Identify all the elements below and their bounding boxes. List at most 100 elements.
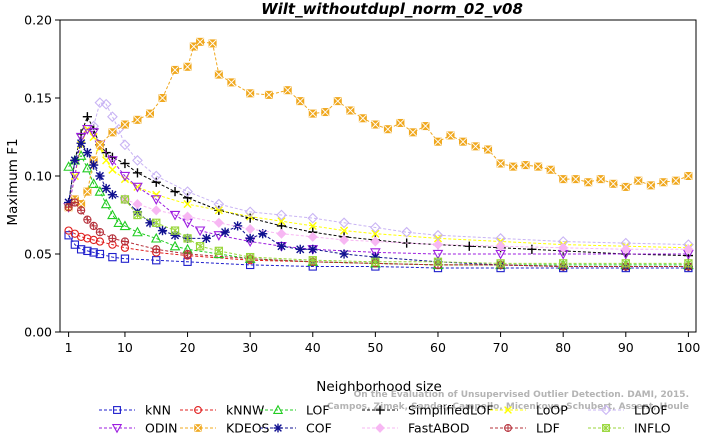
data-point [283, 86, 292, 95]
data-point [213, 217, 224, 228]
y-tick-label: 0.15 [24, 91, 52, 106]
data-point [408, 128, 417, 137]
data-point [308, 221, 317, 231]
data-point [108, 234, 117, 243]
data-point [95, 228, 105, 237]
data-point [559, 259, 568, 268]
data-point [76, 206, 86, 215]
data-point [64, 231, 73, 240]
data-point [621, 182, 630, 191]
data-point [227, 78, 236, 87]
y-tick-label: 0.00 [24, 325, 52, 340]
data-point [683, 244, 694, 255]
data-point [308, 109, 317, 118]
x-tick-label: 80 [555, 340, 571, 355]
data-point [495, 241, 506, 252]
data-point [276, 241, 287, 251]
data-point [634, 176, 643, 185]
data-point [108, 128, 117, 137]
data-point [584, 178, 593, 187]
data-point [358, 114, 367, 123]
data-point [183, 257, 192, 266]
data-point [371, 257, 380, 266]
legend-item-odin: ODIN [99, 421, 178, 434]
data-point [145, 109, 154, 118]
data-point [183, 62, 192, 71]
y-tick-label: 0.20 [24, 13, 52, 28]
data-point [401, 226, 413, 238]
data-point [196, 37, 205, 46]
legend-item-loop: LoOP [490, 403, 568, 418]
data-point [596, 175, 605, 184]
data-point [152, 245, 161, 254]
data-point [119, 220, 131, 231]
series-line [68, 115, 689, 257]
x-tick-label: 40 [305, 340, 321, 355]
legend-item-simplifiedlof: SimplifiedLOF [362, 403, 494, 418]
data-point [245, 224, 256, 235]
data-point [233, 221, 243, 231]
data-point [107, 111, 118, 123]
data-point [244, 206, 256, 218]
data-point [95, 140, 104, 149]
data-point [120, 237, 130, 246]
data-point [546, 165, 555, 174]
data-point [684, 259, 693, 268]
data-point [152, 190, 161, 199]
data-point [152, 218, 161, 227]
series-line [68, 154, 689, 266]
data-point [120, 120, 129, 129]
data-point [82, 112, 92, 122]
data-point [63, 161, 74, 171]
data-point [646, 181, 655, 190]
data-point [119, 171, 131, 182]
data-point [132, 182, 143, 193]
data-point [346, 106, 355, 115]
watermark-line-1: On the Evaluation of Unsupervised Outlie… [354, 390, 689, 400]
data-point [464, 241, 474, 251]
legend-item-ldof: LDOF [588, 403, 668, 418]
y-tick-label: 0.05 [24, 247, 52, 262]
data-point [684, 171, 693, 180]
y-axis: 0.00 0.05 0.10 0.15 0.20 [24, 13, 60, 340]
data-point [194, 226, 206, 237]
x-axis-label: Neighborhood size [316, 379, 442, 395]
data-point [76, 138, 86, 148]
legend-item-inflo: INFLO [588, 421, 671, 434]
data-point [277, 217, 286, 226]
x-tick-label: 70 [493, 340, 509, 355]
data-point [132, 168, 143, 178]
data-point [88, 120, 100, 132]
data-point [609, 179, 618, 188]
legend-label: SimplifiedLOF [408, 403, 494, 418]
data-point [264, 90, 273, 99]
data-point [89, 221, 98, 231]
data-point [621, 259, 630, 268]
data-point [108, 165, 117, 174]
data-point [83, 246, 92, 256]
data-point [571, 175, 580, 184]
legend-item-knn: kNN [99, 403, 171, 418]
data-point [89, 235, 98, 245]
data-point [171, 65, 180, 74]
data-point [132, 199, 143, 210]
data-point [94, 186, 106, 196]
data-point [534, 162, 543, 171]
legend-label: kNNW [226, 403, 264, 418]
x-tick-label: 100 [676, 340, 700, 355]
data-point [459, 137, 468, 146]
data-point [195, 242, 205, 251]
data-point [120, 254, 130, 263]
data-point [208, 39, 217, 48]
data-point [83, 234, 92, 243]
data-point [182, 186, 193, 197]
series-line [68, 201, 689, 267]
data-point [659, 178, 668, 187]
data-point [133, 210, 142, 220]
y-tick-label: 0.10 [24, 169, 52, 184]
legend-label: LDF [536, 421, 560, 434]
series-line [68, 142, 689, 267]
data-point [113, 217, 125, 227]
data-point [76, 245, 86, 254]
